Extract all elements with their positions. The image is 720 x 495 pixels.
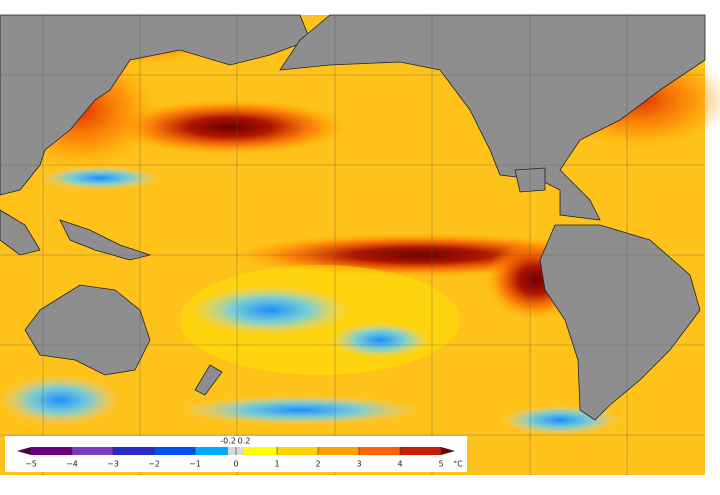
- colorbar-segment: [277, 447, 318, 455]
- colorbar-label: 0: [233, 460, 238, 469]
- colorbar-label: −1: [189, 460, 201, 469]
- colorbar-label: 5: [438, 460, 443, 469]
- colorbar-label: −3: [107, 460, 119, 469]
- colorbar-segment: [113, 447, 154, 455]
- colorbar-unit: °C: [453, 460, 463, 469]
- colorbar-segment: [400, 447, 441, 455]
- colorbar-label: 1: [274, 460, 279, 469]
- colorbar-segment: [359, 447, 400, 455]
- colorbar-minor-label: -0.2: [220, 437, 236, 446]
- colorbar-segment: [195, 447, 236, 455]
- colorbar-arrow: [441, 447, 455, 455]
- colorbar-segment: [236, 447, 277, 455]
- colorbar-arrow: [17, 447, 31, 455]
- colorbar-label: 3: [356, 460, 361, 469]
- colorbar-label: −2: [148, 460, 160, 469]
- colorbar: °C −5 −4 −3 −2 −1 0 1 2 3 4 5 -0.2 0.2: [5, 436, 467, 472]
- colorbar-minor-label: 0.2: [238, 437, 251, 446]
- graticule: [0, 15, 705, 475]
- land: [0, 14, 706, 421]
- colorbar-segment: [31, 447, 72, 455]
- colorbar-label: 2: [315, 460, 320, 469]
- colorbar-label: −4: [66, 460, 78, 469]
- colorbar-segment: [72, 447, 113, 455]
- colorbar-segment: [318, 447, 359, 455]
- colorbar-label: −5: [25, 460, 37, 469]
- colorbar-label: 4: [397, 460, 402, 469]
- colorbar-segment: [154, 447, 195, 455]
